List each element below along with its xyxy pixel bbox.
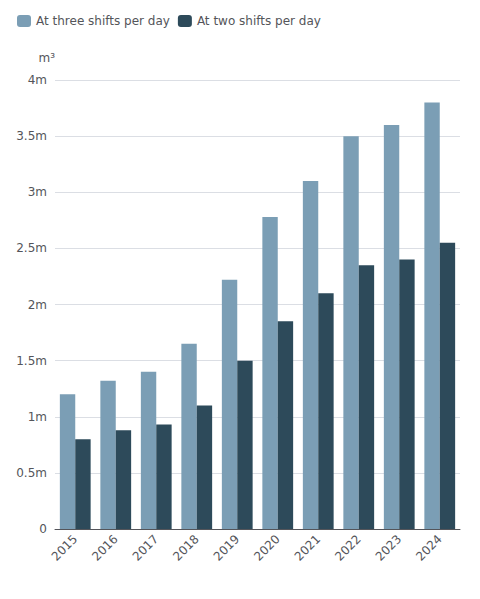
svg-text:3m: 3m: [28, 185, 47, 199]
svg-text:m³: m³: [39, 51, 56, 65]
svg-text:2019: 2019: [211, 532, 242, 563]
svg-text:2021: 2021: [292, 532, 323, 563]
svg-text:2023: 2023: [373, 532, 404, 563]
svg-text:2016: 2016: [89, 532, 120, 563]
svg-text:2022: 2022: [332, 532, 363, 563]
svg-text:0: 0: [39, 522, 47, 536]
svg-text:2018: 2018: [170, 532, 201, 563]
svg-text:At two shifts per day: At two shifts per day: [197, 14, 321, 28]
svg-text:3.5m: 3.5m: [16, 129, 47, 143]
svg-text:1m: 1m: [28, 410, 47, 424]
svg-text:2015: 2015: [49, 532, 80, 563]
svg-text:1.5m: 1.5m: [16, 354, 47, 368]
svg-text:At three shifts per day: At three shifts per day: [36, 14, 170, 28]
svg-text:4m: 4m: [28, 73, 47, 87]
svg-text:2017: 2017: [130, 532, 161, 563]
svg-text:2020: 2020: [251, 532, 282, 563]
svg-text:2m: 2m: [28, 298, 47, 312]
svg-text:2.5m: 2.5m: [16, 241, 47, 255]
svg-text:0.5m: 0.5m: [16, 466, 47, 480]
svg-text:2024: 2024: [413, 532, 444, 563]
